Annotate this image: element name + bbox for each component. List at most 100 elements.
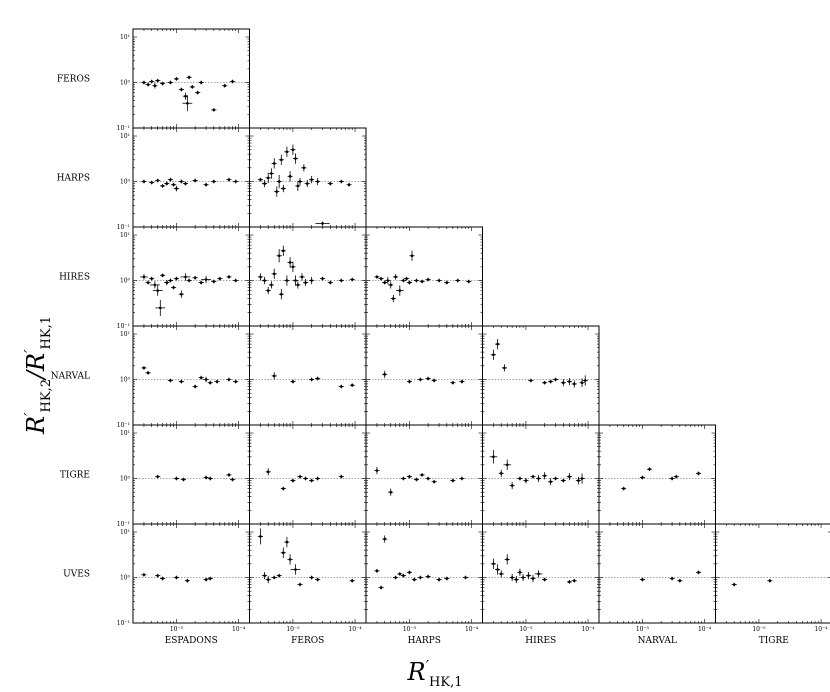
panel-frame (249, 424, 367, 525)
marker (413, 578, 416, 581)
data-point (284, 275, 290, 286)
marker (408, 281, 411, 284)
marker (304, 281, 307, 284)
panel-frame (249, 325, 367, 426)
marker (562, 479, 565, 482)
marker (622, 487, 626, 490)
panel-tigre-vs-narval (598, 424, 716, 525)
data-point (284, 146, 290, 157)
data-point (495, 338, 501, 350)
x-tick-label: 10⁻⁴ (465, 626, 479, 633)
marker (146, 281, 150, 284)
data-point (299, 273, 305, 281)
data-point (141, 80, 147, 85)
col-label-feros: FEROS (291, 636, 324, 646)
data-point (149, 276, 155, 281)
marker (186, 101, 189, 105)
data-point (180, 273, 191, 281)
row-label-tigre: TIGRE (60, 471, 90, 481)
data-point (315, 221, 330, 226)
data-point (406, 570, 412, 575)
marker (499, 472, 503, 475)
data-point (406, 280, 412, 285)
marker (451, 381, 455, 385)
marker (670, 577, 674, 580)
data-point (160, 273, 166, 278)
data-point (639, 475, 645, 480)
marker (383, 537, 387, 541)
marker (537, 572, 540, 576)
panel-tigre-vs-hires (482, 424, 600, 525)
marker (499, 572, 503, 576)
marker (298, 475, 302, 478)
data-point (226, 473, 232, 477)
data-point (509, 481, 515, 490)
panel-tigre-vs-feros (249, 424, 367, 525)
data-point (309, 478, 315, 483)
data-point (182, 181, 189, 186)
marker (231, 478, 234, 481)
marker (350, 278, 354, 281)
panel-frame (249, 523, 367, 624)
marker (161, 577, 164, 580)
marker (272, 272, 276, 276)
marker (339, 385, 343, 388)
marker (505, 463, 509, 467)
panel-narval-vs-harps (365, 325, 483, 426)
marker (142, 573, 146, 577)
marker (568, 580, 571, 584)
data-point (167, 278, 173, 283)
data-point (385, 276, 391, 285)
data-point (450, 478, 456, 483)
marker (156, 574, 160, 577)
data-point (501, 364, 507, 372)
marker (272, 374, 276, 378)
data-point (160, 81, 166, 86)
data-point (280, 184, 286, 193)
data-point (553, 476, 559, 481)
marker (420, 280, 424, 283)
marker (402, 477, 405, 480)
data-point (669, 576, 675, 581)
data-point (400, 278, 406, 283)
marker (554, 477, 557, 480)
data-point (419, 473, 425, 477)
marker (282, 249, 285, 253)
marker (350, 579, 354, 583)
marker (398, 572, 402, 576)
panel-narval-vs-espadons: 10¹ 10⁰ 10⁻¹ (117, 325, 250, 429)
data-point (393, 274, 399, 280)
data-point (548, 478, 554, 486)
marker (445, 577, 449, 580)
data-point (409, 250, 415, 261)
x-tick-label: 10⁻⁴ (698, 626, 712, 633)
data-point (203, 577, 209, 582)
y-tick-label: 10⁰ (120, 377, 131, 384)
data-point (315, 577, 321, 582)
data-point (571, 578, 577, 583)
data-point (207, 380, 213, 385)
marker (285, 540, 289, 544)
marker (375, 569, 379, 573)
marker (521, 576, 525, 579)
data-point (233, 278, 239, 283)
marker (291, 380, 295, 383)
marker (768, 579, 772, 583)
panel-narval-vs-hires (482, 325, 600, 426)
data-point (278, 154, 284, 165)
data-point (229, 477, 236, 482)
data-point (393, 575, 399, 580)
data-point (349, 383, 355, 388)
marker (259, 275, 262, 279)
marker (180, 88, 183, 91)
panel-frame (132, 127, 250, 228)
data-point (201, 275, 211, 284)
x-axis-title: R′HK,1 (407, 657, 463, 690)
data-point (444, 576, 450, 581)
y-tick-label: 10⁻¹ (117, 323, 130, 330)
data-point (378, 585, 384, 590)
data-point (542, 472, 548, 480)
data-point (530, 474, 536, 479)
panel-feros-vs-espadons: 10¹ 10⁰ 10⁻¹ (117, 28, 250, 132)
marker (175, 77, 178, 81)
